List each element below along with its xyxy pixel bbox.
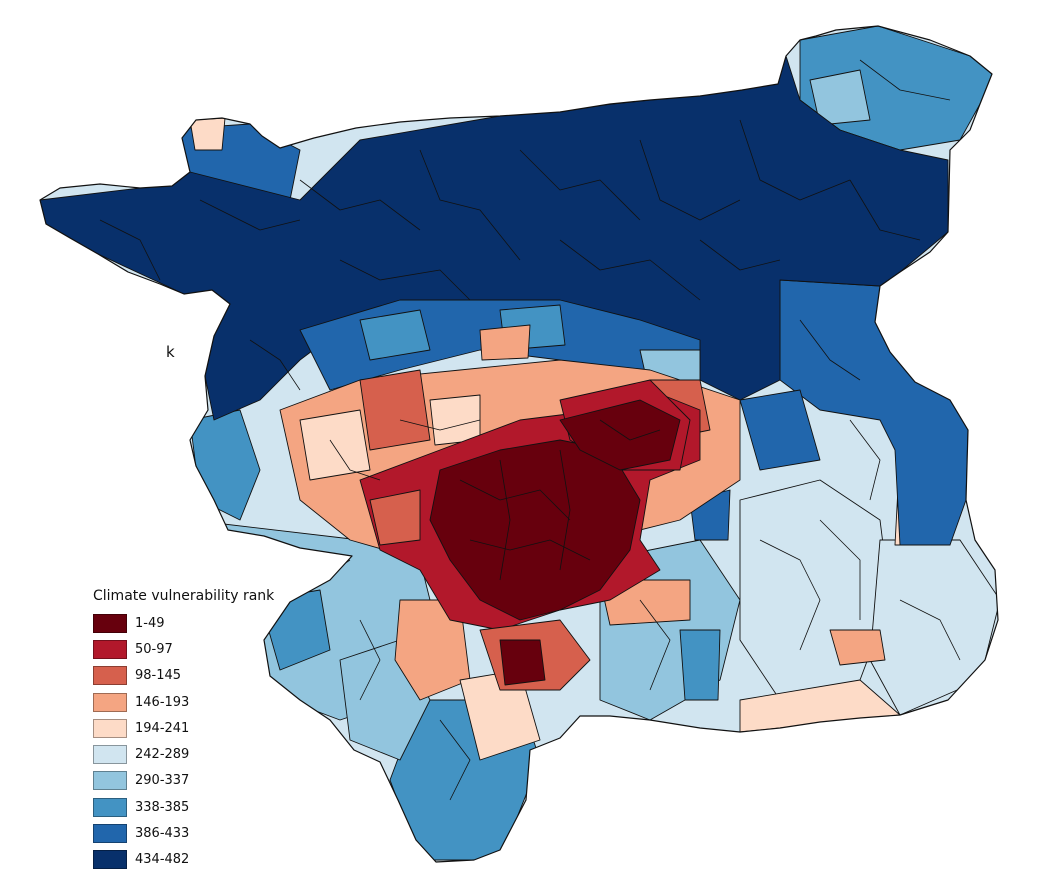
legend-swatch: [93, 745, 127, 765]
legend-label: 194-241: [135, 720, 190, 736]
legend-label: 386-433: [135, 826, 190, 842]
legend-title: Climate vulnerability rank: [93, 588, 275, 604]
legend-item: 290-337: [93, 768, 274, 794]
legend-item: 338-385: [93, 794, 274, 820]
legend-item: 146-193: [93, 689, 274, 715]
legend-swatch: [93, 613, 127, 633]
legend-item: 242-289: [93, 741, 274, 767]
legend-item: 434-482: [93, 847, 274, 873]
legend-label: 338-385: [135, 799, 190, 815]
legend-swatch: [93, 797, 127, 817]
legend-swatch: [93, 639, 127, 659]
legend-label: 50-97: [135, 641, 173, 657]
legend: Climate vulnerability rank 1-49 50-97 98…: [93, 588, 274, 873]
map-stray-label: k: [166, 343, 175, 361]
legend-label: 146-193: [135, 694, 190, 710]
legend-label: 290-337: [135, 773, 190, 789]
legend-swatch: [93, 824, 127, 844]
legend-label: 98-145: [135, 668, 182, 684]
legend-swatch: [93, 771, 127, 791]
legend-item: 386-433: [93, 820, 274, 846]
legend-item: 98-145: [93, 663, 274, 689]
legend-swatch: [93, 850, 127, 870]
legend-label: 242-289: [135, 747, 190, 763]
legend-item: 1-49: [93, 610, 274, 636]
legend-item: 50-97: [93, 636, 274, 662]
legend-label: 434-482: [135, 852, 190, 868]
legend-item: 194-241: [93, 715, 274, 741]
legend-swatch: [93, 692, 127, 712]
legend-swatch: [93, 718, 127, 738]
legend-label: 1-49: [135, 615, 165, 631]
legend-swatch: [93, 666, 127, 686]
